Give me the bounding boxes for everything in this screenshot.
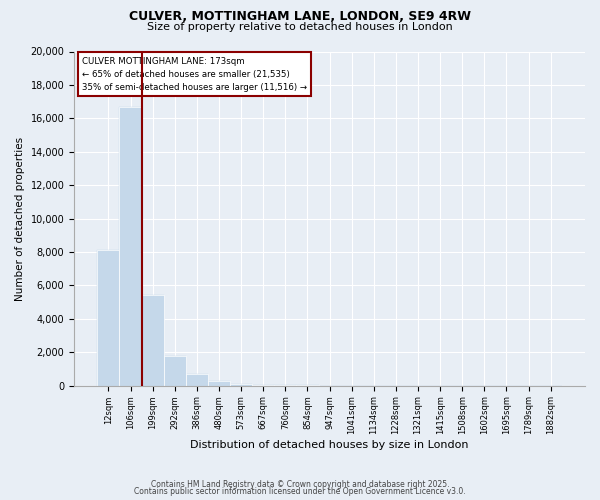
Text: Size of property relative to detached houses in London: Size of property relative to detached ho… — [147, 22, 453, 32]
Bar — [208, 382, 230, 386]
Bar — [97, 250, 119, 386]
Bar — [252, 385, 274, 386]
Bar — [119, 106, 142, 386]
Bar — [252, 385, 274, 386]
Bar — [142, 296, 164, 386]
Bar — [142, 296, 164, 386]
Bar — [230, 384, 252, 386]
Bar — [164, 356, 186, 386]
Bar — [186, 374, 208, 386]
X-axis label: Distribution of detached houses by size in London: Distribution of detached houses by size … — [190, 440, 469, 450]
Bar — [230, 384, 252, 386]
Text: CULVER MOTTINGHAM LANE: 173sqm
← 65% of detached houses are smaller (21,535)
35%: CULVER MOTTINGHAM LANE: 173sqm ← 65% of … — [82, 56, 307, 92]
Bar — [208, 382, 230, 386]
Text: Contains public sector information licensed under the Open Government Licence v3: Contains public sector information licen… — [134, 488, 466, 496]
Text: CULVER, MOTTINGHAM LANE, LONDON, SE9 4RW: CULVER, MOTTINGHAM LANE, LONDON, SE9 4RW — [129, 10, 471, 23]
Bar — [164, 356, 186, 386]
Bar — [186, 374, 208, 386]
Bar — [97, 250, 119, 386]
Text: Contains HM Land Registry data © Crown copyright and database right 2025.: Contains HM Land Registry data © Crown c… — [151, 480, 449, 489]
Y-axis label: Number of detached properties: Number of detached properties — [15, 136, 25, 300]
Bar — [119, 106, 142, 386]
